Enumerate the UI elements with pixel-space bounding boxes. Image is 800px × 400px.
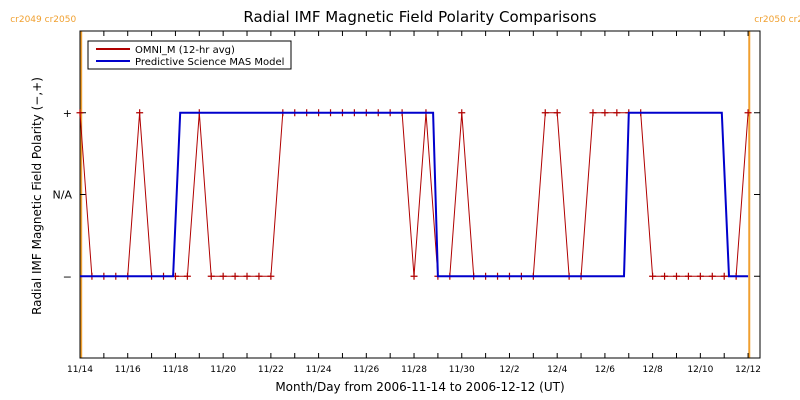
series-layer xyxy=(76,109,752,280)
x-axis-label: Month/Day from 2006-11-14 to 2006-12-12 … xyxy=(275,380,564,394)
series-omni xyxy=(76,109,752,280)
series-line xyxy=(79,112,749,277)
legend-label-mas: Predictive Science MAS Model xyxy=(135,57,284,68)
x-tick-label: 11/14 xyxy=(67,365,93,375)
data-point-marker xyxy=(136,109,144,117)
legend-label-omni: OMNI_M (12-hr avg) xyxy=(135,45,235,56)
data-point-marker xyxy=(76,109,84,117)
series-line xyxy=(80,111,749,278)
x-tick-label: 11/28 xyxy=(401,365,427,375)
data-point-marker xyxy=(601,109,609,117)
data-point-marker xyxy=(708,272,716,280)
axes: 11/14 11/16 11/18 11/20 11/22 11/24 11/26 11/28… xyxy=(53,30,761,375)
data-point-marker xyxy=(207,272,215,280)
x-tick-label: 11/16 xyxy=(115,365,141,375)
x-tick-label: 12/2 xyxy=(499,365,519,375)
series-mas xyxy=(80,111,749,278)
x-tick-label: 12/4 xyxy=(547,365,567,375)
data-point-marker xyxy=(649,272,657,280)
data-point-marker xyxy=(661,272,669,280)
data-point-marker xyxy=(613,109,621,117)
carrington-label: cr2050 cr2051 xyxy=(754,15,800,25)
data-point-marker xyxy=(696,272,704,280)
data-point-marker xyxy=(219,272,227,280)
x-tick-label: 11/24 xyxy=(306,365,332,375)
y-tick-label: N/A xyxy=(53,189,73,202)
data-point-marker xyxy=(541,109,549,117)
data-point-marker xyxy=(720,272,728,280)
chart-title: Radial IMF Magnetic Field Polarity Compa… xyxy=(243,8,596,26)
data-point-marker xyxy=(684,272,692,280)
data-point-marker xyxy=(553,109,561,117)
data-point-marker xyxy=(231,272,239,280)
x-tick-label: 12/12 xyxy=(735,365,761,375)
y-tick-label: + xyxy=(63,107,72,120)
y-axis-label: Radial IMF Magnetic Field Polarity (−,+) xyxy=(30,77,44,315)
x-tick-label: 12/10 xyxy=(687,365,713,375)
data-point-marker xyxy=(243,272,251,280)
data-point-marker xyxy=(267,272,275,280)
data-point-marker xyxy=(410,272,418,280)
data-point-marker xyxy=(672,272,680,280)
x-tick-label: 11/22 xyxy=(258,365,284,375)
carrington-label: cr2049 cr2050 xyxy=(10,15,76,25)
data-point-marker xyxy=(183,272,191,280)
x-tick-label: 11/20 xyxy=(210,365,236,375)
legend-box xyxy=(87,40,292,70)
x-tick-label: 11/30 xyxy=(449,365,475,375)
x-tick-label: 11/18 xyxy=(162,365,188,375)
x-tick-label: 11/26 xyxy=(353,365,379,375)
legend: OMNI_M (12-hr avg) Predictive Science MA… xyxy=(87,40,292,70)
data-point-marker xyxy=(744,109,752,117)
y-tick-label: − xyxy=(63,270,72,283)
data-point-marker xyxy=(458,109,466,117)
data-point-marker xyxy=(589,109,597,117)
x-tick-label: 12/6 xyxy=(595,365,615,375)
x-tick-label: 12/8 xyxy=(643,365,663,375)
data-point-marker xyxy=(255,272,263,280)
